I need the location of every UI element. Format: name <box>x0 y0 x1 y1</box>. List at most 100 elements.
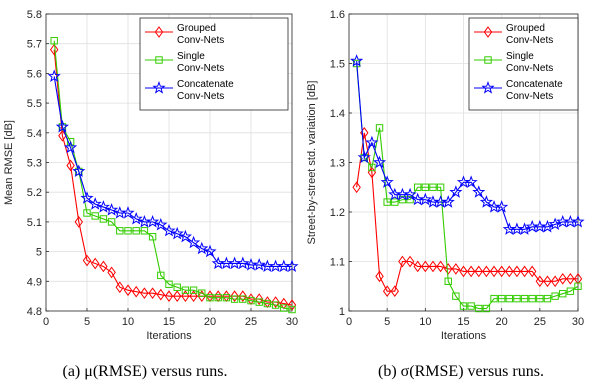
data-point <box>195 241 209 255</box>
y-tick-label: 1.4 <box>330 108 345 120</box>
legend-label: Conv-Nets <box>506 63 553 74</box>
y-tick-label: 5.8 <box>27 9 42 21</box>
data-point <box>398 255 407 268</box>
data-point <box>421 260 430 273</box>
data-point <box>55 119 69 133</box>
data-point <box>107 218 116 226</box>
data-point <box>64 140 78 154</box>
x-tick-label: 10 <box>122 316 134 328</box>
legend-label: Single <box>506 51 534 62</box>
data-point <box>187 235 201 249</box>
y-tick-label: 1.6 <box>330 9 345 21</box>
figure-caption: (b) σ(RMSE) versus runs. <box>378 363 544 380</box>
series-line <box>53 40 293 311</box>
chart-std-variation: 0 5 10 15 20 25 30 1 1.1 1.2 1.3 1.4 1.5 1.6 Iteration… <box>306 9 585 380</box>
series-star <box>47 69 299 273</box>
data-point <box>505 294 514 303</box>
data-point <box>66 138 75 146</box>
x-axis-label: Iterations <box>146 330 192 342</box>
data-point <box>214 293 222 302</box>
data-point <box>414 183 422 191</box>
data-point <box>66 159 75 172</box>
series-star <box>350 54 585 235</box>
legend-label: Single <box>177 51 205 62</box>
data-point <box>482 304 491 313</box>
legend-label: Conv-Nets <box>177 91 224 102</box>
x-tick-label: 15 <box>457 316 469 328</box>
data-point <box>132 227 140 235</box>
data-point <box>382 285 392 298</box>
data-point <box>350 54 364 67</box>
y-tick-label: 4.9 <box>27 276 42 288</box>
data-point <box>365 135 379 149</box>
data-point <box>99 215 108 223</box>
data-point <box>436 183 445 191</box>
y-tick-label: 5.3 <box>27 158 42 170</box>
y-tick-label: 1.1 <box>330 257 345 269</box>
y-axis-label: Mean RMSE [dB] <box>3 120 15 205</box>
data-point <box>405 255 415 268</box>
data-point <box>357 150 371 164</box>
data-point <box>574 282 582 290</box>
data-point <box>263 299 272 308</box>
data-point <box>421 183 430 191</box>
y-tick-label: 5.7 <box>27 39 42 51</box>
data-point <box>140 227 149 235</box>
legend-marker <box>483 26 493 38</box>
data-point <box>148 233 157 241</box>
x-tick-label: 0 <box>43 316 49 328</box>
legend-label: Concatenate <box>177 79 234 90</box>
data-point <box>47 69 61 82</box>
y-tick-label: 5.6 <box>27 68 42 80</box>
x-tick-label: 0 <box>346 316 352 328</box>
data-point <box>535 275 545 288</box>
data-point <box>566 287 575 295</box>
data-point <box>548 217 562 230</box>
legend-label: Concatenate <box>506 79 563 90</box>
legend-label: Conv-Nets <box>506 91 553 102</box>
legend-label: Conv-Nets <box>177 35 224 46</box>
data-point <box>513 294 521 303</box>
data-point <box>571 214 585 228</box>
data-point <box>50 37 58 45</box>
series-square <box>352 59 582 313</box>
data-point <box>536 294 544 303</box>
data-point <box>162 223 176 237</box>
data-point <box>154 217 168 231</box>
y-tick-label: 1.5 <box>330 59 345 71</box>
data-point <box>472 185 486 198</box>
data-point <box>254 293 264 305</box>
data-point <box>573 272 583 285</box>
y-tick-label: 5.4 <box>27 128 42 140</box>
data-point <box>449 185 463 198</box>
data-point <box>172 290 182 303</box>
data-point <box>116 227 124 235</box>
data-point <box>464 175 478 188</box>
data-point <box>550 275 560 288</box>
data-point <box>203 244 217 258</box>
x-tick-label: 5 <box>84 316 90 328</box>
data-point <box>247 296 255 305</box>
legend-label: Conv-Nets <box>177 63 224 74</box>
x-tick-label: 30 <box>572 316 584 328</box>
data-point <box>285 259 299 273</box>
data-point <box>80 191 94 204</box>
data-point <box>452 292 460 300</box>
data-point <box>90 257 100 270</box>
data-point <box>165 280 173 288</box>
data-point <box>543 294 552 303</box>
data-point <box>271 296 280 308</box>
data-point <box>105 203 119 216</box>
data-point <box>82 254 92 267</box>
data-point <box>157 271 165 280</box>
data-point <box>390 285 400 298</box>
data-point <box>451 263 461 275</box>
data-point <box>375 124 384 132</box>
data-point <box>517 222 532 235</box>
data-point <box>189 290 198 303</box>
y-tick-label: 5.5 <box>27 98 42 110</box>
data-point <box>131 285 141 298</box>
data-point <box>230 295 239 303</box>
legend-marker <box>154 26 164 38</box>
data-point <box>99 260 108 273</box>
